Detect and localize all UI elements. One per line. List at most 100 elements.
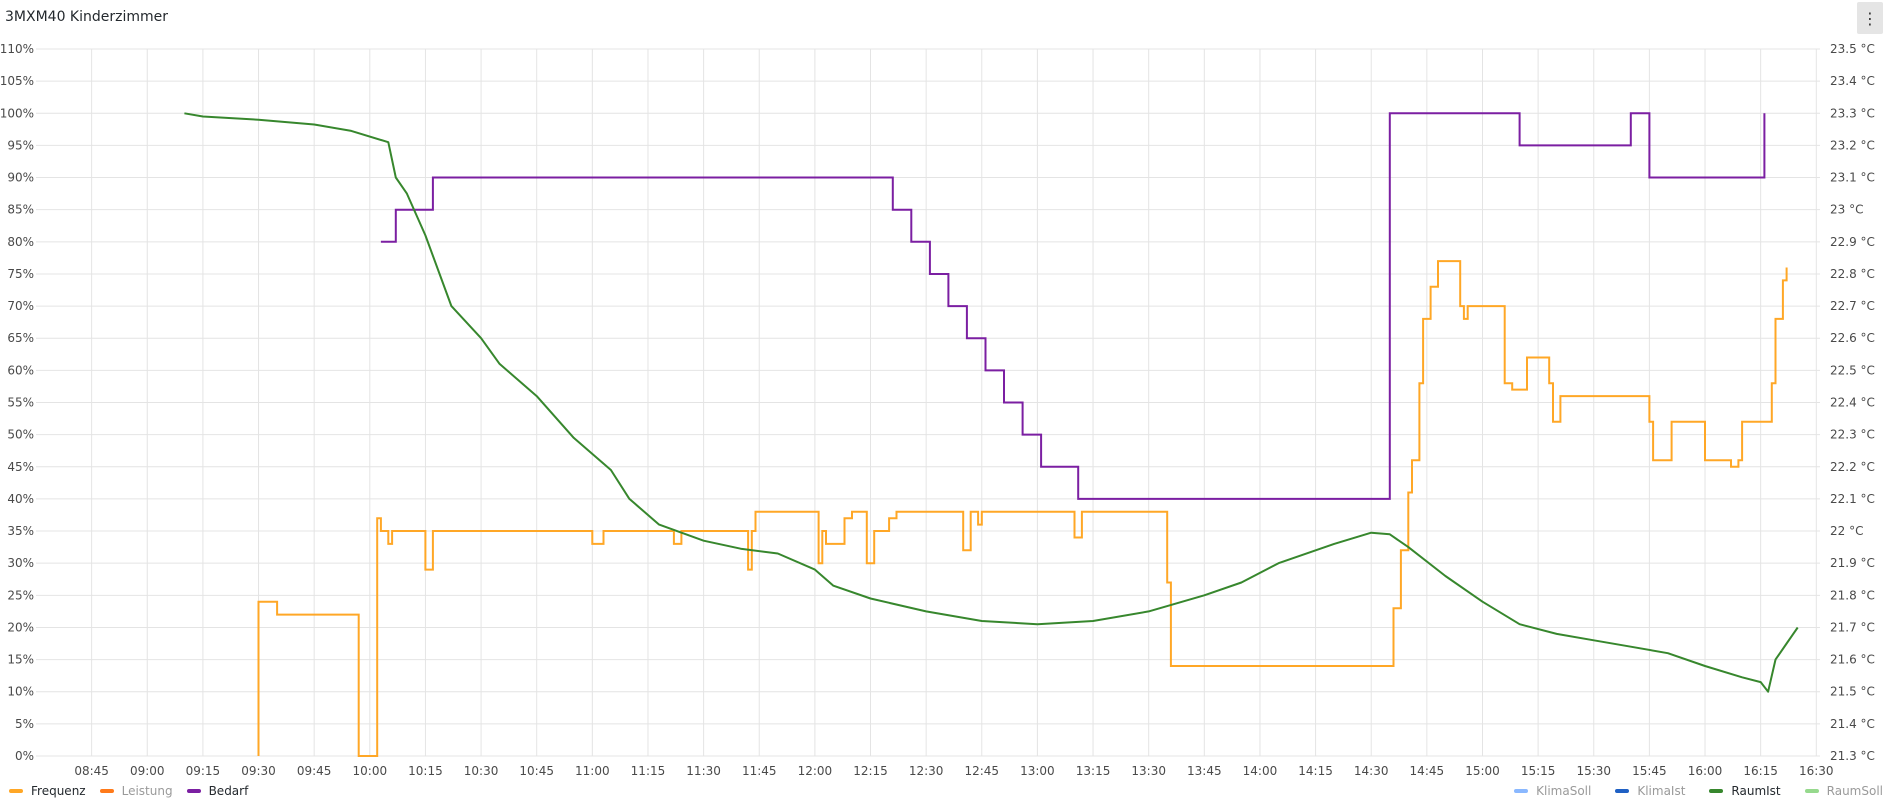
- y-left-tick-label: 30%: [7, 556, 34, 570]
- y-right-tick-label: 22.8 °C: [1830, 267, 1875, 281]
- x-tick-label: 13:30: [1131, 764, 1166, 778]
- series-line-bedarf: [380, 112, 1766, 500]
- panel-title: 3MXM40 Kinderzimmer: [5, 9, 169, 25]
- x-tick-label: 10:00: [353, 764, 388, 778]
- x-tick-label: 15:30: [1576, 764, 1611, 778]
- y-right-tick-label: 23.4 °C: [1830, 74, 1875, 88]
- x-tick-label: 11:30: [686, 764, 721, 778]
- x-tick-label: 15:15: [1521, 764, 1556, 778]
- y-right-tick-label: 22.7 °C: [1830, 299, 1875, 313]
- y-right-tick-label: 22 °C: [1830, 524, 1863, 538]
- x-tick-label: 12:15: [853, 764, 888, 778]
- y-left-tick-label: 85%: [7, 203, 34, 217]
- y-right-tick-label: 23 °C: [1830, 203, 1863, 217]
- y-left-tick-label: 105%: [0, 74, 34, 88]
- legend-label: Frequenz: [31, 784, 86, 798]
- x-tick-label: 10:30: [464, 764, 499, 778]
- y-left-tick-label: 45%: [7, 460, 34, 474]
- y-right-tick-label: 22.4 °C: [1830, 396, 1875, 410]
- x-tick-label: 09:30: [241, 764, 276, 778]
- x-tick-label: 11:15: [631, 764, 666, 778]
- legend-item-bedarf[interactable]: Bedarf: [186, 784, 248, 798]
- y-left-tick-label: 25%: [7, 588, 34, 602]
- panel-header: 3MXM40 Kinderzimmer ⋮: [0, 0, 1883, 34]
- x-tick-label: 09:00: [130, 764, 165, 778]
- y-right-tick-label: 21.3 °C: [1830, 749, 1875, 763]
- x-tick-label: 14:30: [1354, 764, 1389, 778]
- y-right-tick-label: 22.1 °C: [1830, 492, 1875, 506]
- y-left-tick-label: 40%: [7, 492, 34, 506]
- x-tick-label: 14:15: [1298, 764, 1333, 778]
- y-left-tick-label: 80%: [7, 235, 34, 249]
- x-tick-label: 13:45: [1187, 764, 1222, 778]
- y-right-tick-label: 23.1 °C: [1830, 171, 1875, 185]
- x-tick-label: 15:00: [1465, 764, 1500, 778]
- legend-item-klimaist[interactable]: KlimaIst: [1615, 784, 1685, 798]
- x-tick-label: 10:45: [519, 764, 554, 778]
- x-tick-label: 12:45: [964, 764, 999, 778]
- legend-right: KlimaSoll KlimaIst RaumIst RaumSoll: [1490, 781, 1883, 801]
- x-tick-label: 11:00: [575, 764, 610, 778]
- y-left-tick-label: 55%: [7, 396, 34, 410]
- y-left-tick-label: 110%: [0, 42, 34, 56]
- y-left-tick-label: 15%: [7, 653, 34, 667]
- x-tick-label: 10:15: [408, 764, 443, 778]
- y-right-tick-label: 22.6 °C: [1830, 331, 1875, 345]
- x-tick-label: 13:00: [1020, 764, 1055, 778]
- legend-item-raumsoll[interactable]: RaumSoll: [1804, 784, 1883, 798]
- legend-swatch: [186, 789, 201, 793]
- legend-swatch: [99, 789, 114, 793]
- y-right-tick-label: 21.5 °C: [1830, 685, 1875, 699]
- legend-swatch: [1514, 789, 1529, 793]
- x-tick-label: 08:45: [74, 764, 109, 778]
- legend-left: Frequenz Leistung Bedarf: [9, 781, 262, 801]
- y-right-tick-label: 21.9 °C: [1830, 556, 1875, 570]
- y-left-tick-label: 95%: [7, 138, 34, 152]
- legend-label: Leistung: [121, 784, 173, 798]
- y-left-tick-label: 5%: [15, 717, 34, 731]
- x-tick-label: 15:45: [1632, 764, 1667, 778]
- x-tick-label: 12:00: [798, 764, 833, 778]
- y-left-tick-label: 0%: [15, 749, 34, 763]
- legend-label: KlimaSoll: [1536, 784, 1592, 798]
- legend-item-leistung[interactable]: Leistung: [99, 784, 173, 798]
- y-left-tick-label: 75%: [7, 267, 34, 281]
- legend-label: RaumIst: [1731, 784, 1781, 798]
- legend-item-frequenz[interactable]: Frequenz: [9, 784, 86, 798]
- legend-swatch: [1709, 789, 1724, 793]
- kebab-menu-icon: ⋮: [1862, 8, 1878, 28]
- x-tick-label: 14:00: [1243, 764, 1278, 778]
- y-right-tick-label: 22.2 °C: [1830, 460, 1875, 474]
- legend-label: RaumSoll: [1826, 784, 1883, 798]
- x-tick-label: 13:15: [1076, 764, 1111, 778]
- legend-item-raumist[interactable]: RaumIst: [1709, 784, 1781, 798]
- x-tick-label: 11:45: [742, 764, 777, 778]
- y-left-tick-label: 10%: [7, 685, 34, 699]
- y-right-tick-label: 21.7 °C: [1830, 620, 1875, 634]
- series-line-raumist: [184, 112, 1799, 693]
- y-left-tick-label: 90%: [7, 171, 34, 185]
- x-tick-label: 09:15: [186, 764, 221, 778]
- x-tick-label: 14:45: [1410, 764, 1445, 778]
- y-right-tick-label: 21.8 °C: [1830, 588, 1875, 602]
- x-tick-label: 16:30: [1799, 764, 1834, 778]
- y-right-tick-label: 23.2 °C: [1830, 138, 1875, 152]
- y-right-tick-label: 22.5 °C: [1830, 363, 1875, 377]
- legend-item-klimasoll[interactable]: KlimaSoll: [1514, 784, 1591, 798]
- y-right-tick-label: 21.4 °C: [1830, 717, 1875, 731]
- x-tick-label: 12:30: [909, 764, 944, 778]
- y-right-tick-label: 23.3 °C: [1830, 106, 1875, 120]
- panel-menu-button[interactable]: ⋮: [1857, 2, 1883, 34]
- y-right-tick-label: 21.6 °C: [1830, 653, 1875, 667]
- legend-label: KlimaIst: [1637, 784, 1686, 798]
- y-left-tick-label: 35%: [7, 524, 34, 538]
- x-tick-label: 09:45: [297, 764, 332, 778]
- legend-swatch: [1804, 789, 1819, 793]
- y-left-tick-label: 100%: [0, 106, 34, 120]
- y-right-tick-label: 22.3 °C: [1830, 428, 1875, 442]
- legend-swatch: [1615, 789, 1630, 793]
- y-left-tick-label: 70%: [7, 299, 34, 313]
- y-left-tick-label: 65%: [7, 331, 34, 345]
- series-line-frequenz: [257, 260, 1788, 757]
